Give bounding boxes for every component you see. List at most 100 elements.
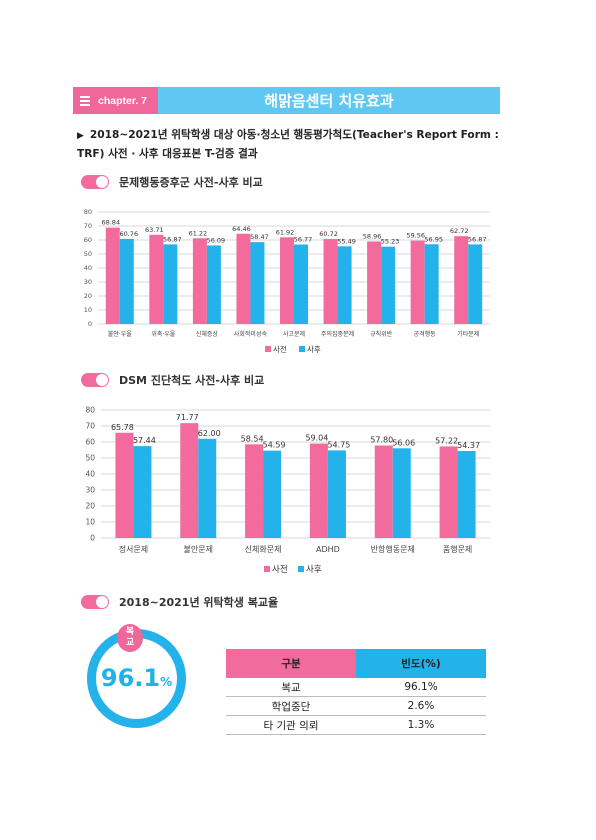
bar-post xyxy=(457,451,476,538)
y-tick-label: 70 xyxy=(85,422,95,431)
legend-swatch xyxy=(265,346,271,352)
category-label: 위축·우울 xyxy=(151,330,175,338)
return-badge: 복 교 xyxy=(117,624,143,652)
y-tick-label: 30 xyxy=(85,486,95,495)
legend-swatch xyxy=(299,346,305,352)
bar-pre xyxy=(454,236,469,324)
table-cell: 2.6% xyxy=(356,696,486,716)
section-title-3: 2018~2021년 위탁학생 복교율 xyxy=(119,596,279,609)
chapter-tab: chapter. 7 xyxy=(73,87,158,114)
y-tick-label: 70 xyxy=(84,222,92,230)
category-label: 주의집중문제 xyxy=(321,330,354,338)
section-title-1: 문제행동증후군 사전-사후 비교 xyxy=(119,176,263,189)
return-rate-value: 96.1% xyxy=(84,664,189,692)
table-header-category: 구분 xyxy=(226,649,356,678)
category-label: 사고문제 xyxy=(283,330,305,338)
bar-pre xyxy=(410,240,425,324)
table-cell: 복교 xyxy=(226,678,356,697)
category-label: 신체화문제 xyxy=(245,544,282,554)
category-label: ADHD xyxy=(316,545,340,554)
y-tick-label: 10 xyxy=(85,518,95,527)
data-label: 63.71 xyxy=(145,226,164,234)
y-tick-label: 40 xyxy=(84,264,92,272)
data-label: 57.44 xyxy=(133,436,156,445)
data-label: 60.72 xyxy=(319,230,338,238)
bar-post xyxy=(337,246,352,324)
data-label: 68.84 xyxy=(101,219,120,227)
y-tick-label: 30 xyxy=(84,278,92,286)
data-label: 56.95 xyxy=(424,235,443,243)
data-label: 55.23 xyxy=(381,238,400,246)
section-heading-3: 2018~2021년 위탁학생 복교율 xyxy=(81,594,278,610)
bar-pre xyxy=(236,233,251,324)
y-tick-label: 0 xyxy=(88,320,92,328)
data-label: 60.76 xyxy=(119,230,138,238)
page-title: 해맑음센터 치유효과 xyxy=(158,87,500,114)
bar-pre xyxy=(280,237,294,324)
bar-pre xyxy=(245,444,264,538)
chapter-label: chapter. 7 xyxy=(98,94,148,107)
bar-post xyxy=(250,242,265,324)
bar-post xyxy=(424,244,439,324)
bar-post xyxy=(392,448,411,538)
data-label: 62.00 xyxy=(198,429,221,438)
bar-pre xyxy=(323,238,338,324)
table-cell: 타 기관 의뢰 xyxy=(226,715,356,735)
table-cell: 1.3% xyxy=(356,715,486,735)
bar-post xyxy=(163,244,178,324)
data-label: 56.87 xyxy=(163,235,182,243)
toggle-icon xyxy=(81,595,109,609)
return-rate-unit: % xyxy=(160,675,173,689)
bar-post xyxy=(119,238,134,324)
legend-label: 사전 xyxy=(273,344,287,354)
bar-pre xyxy=(115,432,134,538)
bar-post xyxy=(206,245,221,324)
data-label: 58.96 xyxy=(363,232,382,240)
bar-post xyxy=(381,246,396,324)
y-tick-label: 80 xyxy=(84,208,92,216)
bar-pre xyxy=(192,238,207,324)
bar-pre xyxy=(309,443,328,538)
data-label: 59.04 xyxy=(305,434,328,443)
chapter-header: chapter. 7 해맑음센터 치유효과 xyxy=(73,87,500,114)
bar-post xyxy=(133,446,152,538)
section-heading-1: 문제행동증후군 사전-사후 비교 xyxy=(81,174,263,190)
y-tick-label: 20 xyxy=(85,502,95,511)
legend-label: 사후 xyxy=(306,565,322,575)
bar-pre xyxy=(180,423,199,538)
legend-swatch xyxy=(298,566,304,572)
y-tick-label: 10 xyxy=(84,306,92,314)
y-tick-label: 50 xyxy=(84,250,92,258)
intro-text: ▶ 2018~2021년 위탁학생 대상 아동·청소년 행동평가척도(Teache… xyxy=(77,126,507,163)
bar-pre xyxy=(105,227,120,324)
return-rate-number: 96.1 xyxy=(100,664,161,692)
legend-label: 사전 xyxy=(272,564,288,575)
return-badge-line-2: 교 xyxy=(125,638,135,648)
data-label: 64.46 xyxy=(232,225,251,233)
data-label: 56.87 xyxy=(468,235,487,243)
bar-post xyxy=(294,244,308,324)
data-label: 57.80 xyxy=(370,436,393,445)
legend-swatch xyxy=(264,566,270,572)
category-label: 품행문제 xyxy=(443,544,472,554)
y-tick-label: 0 xyxy=(90,534,95,543)
section-heading-2: DSM 진단척도 사전-사후 비교 xyxy=(81,372,264,388)
data-label: 58.54 xyxy=(241,434,264,443)
category-label: 공격행동 xyxy=(414,330,437,338)
bar-post xyxy=(468,244,483,324)
category-label: 신체증상 xyxy=(196,330,219,338)
data-label: 65.78 xyxy=(111,423,134,432)
legend-label: 사후 xyxy=(307,345,321,354)
toggle-icon xyxy=(81,373,109,387)
category-label: 사회적미성숙 xyxy=(234,330,268,338)
bar-post xyxy=(327,450,346,538)
data-label: 59.56 xyxy=(406,232,425,240)
y-tick-label: 60 xyxy=(85,438,95,447)
triangle-marker-icon: ▶ xyxy=(77,131,84,141)
data-label: 56.06 xyxy=(392,438,415,447)
category-label: 규칙위반 xyxy=(370,330,393,338)
category-label: 불안·우울 xyxy=(108,330,132,338)
frequency-table: 구분 빈도(%) 복교 96.1% 학업중단 2.6% 타 기관 의뢰 1.3% xyxy=(226,649,486,735)
category-label: 반항행동문제 xyxy=(371,544,415,554)
